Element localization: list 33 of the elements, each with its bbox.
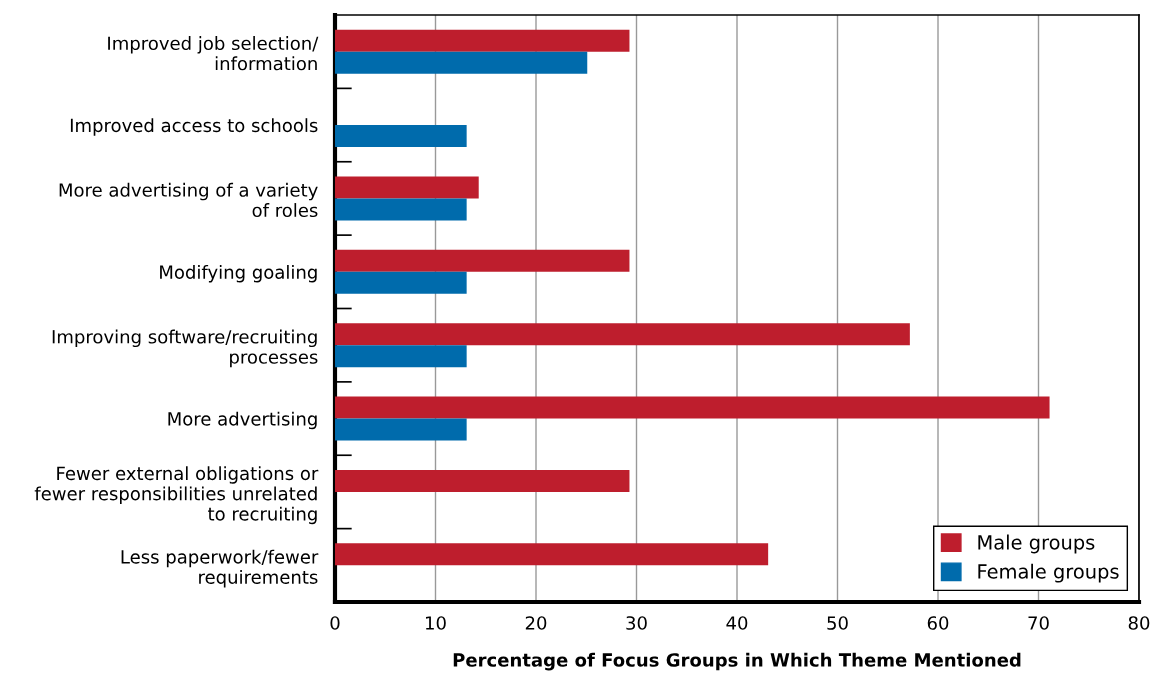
bar bbox=[335, 198, 467, 221]
y-tick-label: Modifying goaling bbox=[160, 264, 317, 283]
x-tick-label: 40 bbox=[726, 616, 748, 630]
bar bbox=[335, 469, 630, 492]
bar bbox=[335, 396, 1050, 419]
bar bbox=[335, 271, 467, 294]
bar bbox=[335, 29, 630, 52]
x-tick-label: 10 bbox=[426, 616, 446, 630]
bar bbox=[335, 125, 467, 148]
y-tick-label: More advertising bbox=[168, 411, 317, 430]
x-tick-label: 80 bbox=[1128, 616, 1150, 630]
bar bbox=[335, 418, 467, 441]
y-tick-label: Improved job selection/ information bbox=[108, 36, 319, 71]
bar bbox=[335, 345, 467, 368]
bar bbox=[335, 543, 769, 566]
x-tick-label: 20 bbox=[525, 616, 547, 630]
x-tick-label: 50 bbox=[827, 616, 848, 630]
y-tick-label: More advertising of a variety of roles bbox=[59, 182, 318, 218]
x-tick-label: 30 bbox=[626, 616, 647, 630]
y-tick-label: Improving software/recruiting processes bbox=[52, 329, 318, 368]
bar bbox=[335, 323, 910, 346]
bar bbox=[335, 51, 588, 74]
legend-label: Male groups bbox=[978, 534, 1095, 554]
x-tick-label: 70 bbox=[1028, 616, 1049, 630]
y-tick-label: Improved access to schools bbox=[70, 118, 318, 136]
legend-label: Female groups bbox=[978, 563, 1119, 583]
x-tick-label: 0 bbox=[330, 616, 340, 630]
bar bbox=[335, 249, 630, 272]
y-tick-label: Fewer external obligations or fewer responsibilities unrelated to recruiting bbox=[34, 466, 319, 525]
x-axis-title: Percentage of Focus Groups in Which Theme Mentioned bbox=[453, 652, 1021, 671]
y-tick-label: Less paperwork/fewer requirements bbox=[121, 549, 319, 588]
x-tick-label: 60 bbox=[927, 616, 949, 630]
bar bbox=[335, 176, 479, 199]
